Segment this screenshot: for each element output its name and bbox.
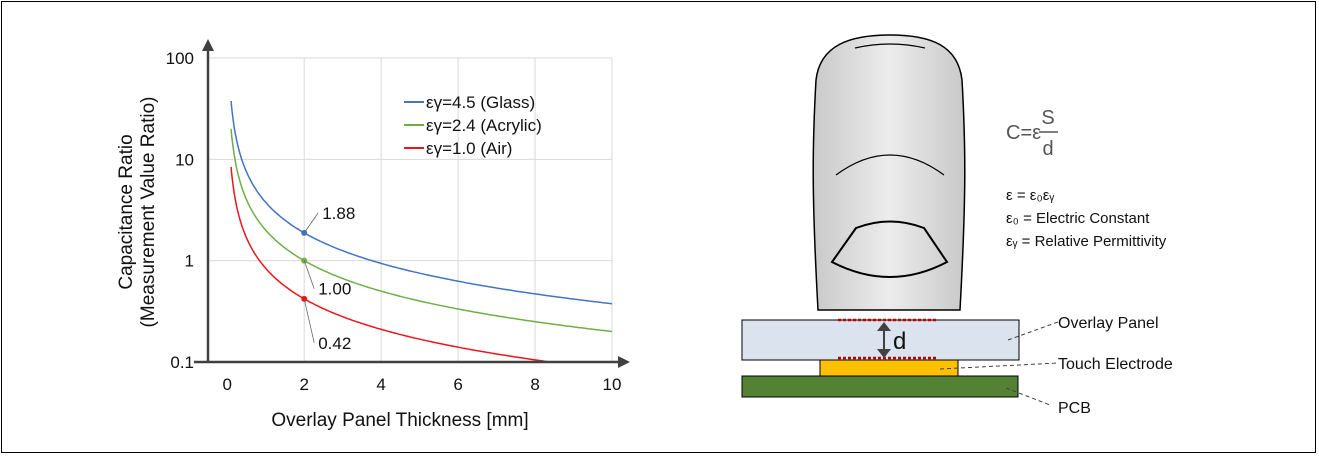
- series-line-0: [230, 100, 613, 305]
- distance-label: d: [893, 328, 906, 355]
- distance-arrow-bottom: [877, 349, 891, 358]
- annotation-leader: [303, 298, 315, 343]
- chart-annotations: 1.88 1.00 0.42: [301, 204, 355, 353]
- touch-electrode-label: Touch Electrode: [1058, 356, 1173, 373]
- axis-tick-labels: 0 2 4 6 8 10 0.1 1 10 100: [166, 49, 622, 394]
- pcb-leader: [1005, 387, 1051, 406]
- y-tick-label: 0.1: [170, 353, 194, 372]
- formula-numerator: S: [1041, 107, 1054, 129]
- y-axis-label-secondary: (Measurement Value Ratio): [138, 97, 159, 328]
- x-tick-label: 6: [453, 375, 462, 394]
- touch-sensor-diagram: d Overlay Panel Touch Electrode PCB C=ε …: [741, 34, 1173, 417]
- series-line-2: [230, 166, 551, 363]
- annotation-label: 1.88: [322, 204, 355, 223]
- capacitance-chart: 0 2 4 6 8 10 0.1 1 10 100 1.88 1.00 0.42 εγ=4.5 (Gl…: [116, 39, 630, 431]
- y-tick-label: 10: [175, 150, 194, 169]
- x-tick-label: 10: [603, 375, 622, 394]
- touch-electrode: [819, 359, 959, 377]
- definition-electric-constant: ε₀ = Electric Constant: [1006, 210, 1150, 227]
- annotation-label: 1.00: [318, 280, 351, 299]
- y-tick-label: 1: [185, 252, 194, 271]
- formula-denominator: d: [1042, 138, 1053, 160]
- definition-relative-permittivity: εᵧ = Relative Permittivity: [1006, 233, 1167, 250]
- x-tick-label: 0: [223, 375, 232, 394]
- pcb-board: [741, 375, 1019, 398]
- legend-label: εγ=4.5 (Glass): [426, 93, 535, 112]
- y-tick-label: 100: [166, 49, 194, 68]
- formula-lhs: C=ε: [1006, 122, 1041, 144]
- overlay-panel: [741, 319, 1020, 361]
- chart-gridlines: [208, 57, 613, 362]
- definition-epsilon: ε = ε₀εᵧ: [1006, 187, 1054, 204]
- series-line-1: [230, 128, 613, 333]
- fingertip-pad: [830, 220, 949, 278]
- distance-arrow-top: [877, 322, 891, 331]
- annotation-leader: [303, 212, 319, 234]
- fingernail-line: [854, 43, 926, 49]
- x-tick-label: 4: [376, 375, 385, 394]
- legend-label: εγ=2.4 (Acrylic): [426, 116, 542, 135]
- finger-illustration: [812, 34, 966, 311]
- pcb-label: PCB: [1058, 400, 1091, 417]
- annotation-leader: [303, 260, 315, 289]
- annotation-label: 0.42: [318, 334, 351, 353]
- x-tick-label: 8: [530, 375, 539, 394]
- y-axis-label: Capacitance Ratio: [116, 134, 137, 289]
- x-axis-label: Overlay Panel Thickness [mm]: [271, 410, 528, 431]
- chart-legend: εγ=4.5 (Glass) εγ=2.4 (Acrylic) εγ=1.0 (Ai…: [404, 93, 542, 158]
- knuckle-crease: [835, 154, 945, 176]
- legend-label: εγ=1.0 (Air): [426, 139, 512, 158]
- x-tick-label: 2: [299, 375, 308, 394]
- electrode-leader: [939, 362, 1059, 370]
- overlay-panel-label: Overlay Panel: [1058, 315, 1159, 332]
- overlay-leader: [1007, 321, 1059, 341]
- chart-series: [230, 100, 613, 363]
